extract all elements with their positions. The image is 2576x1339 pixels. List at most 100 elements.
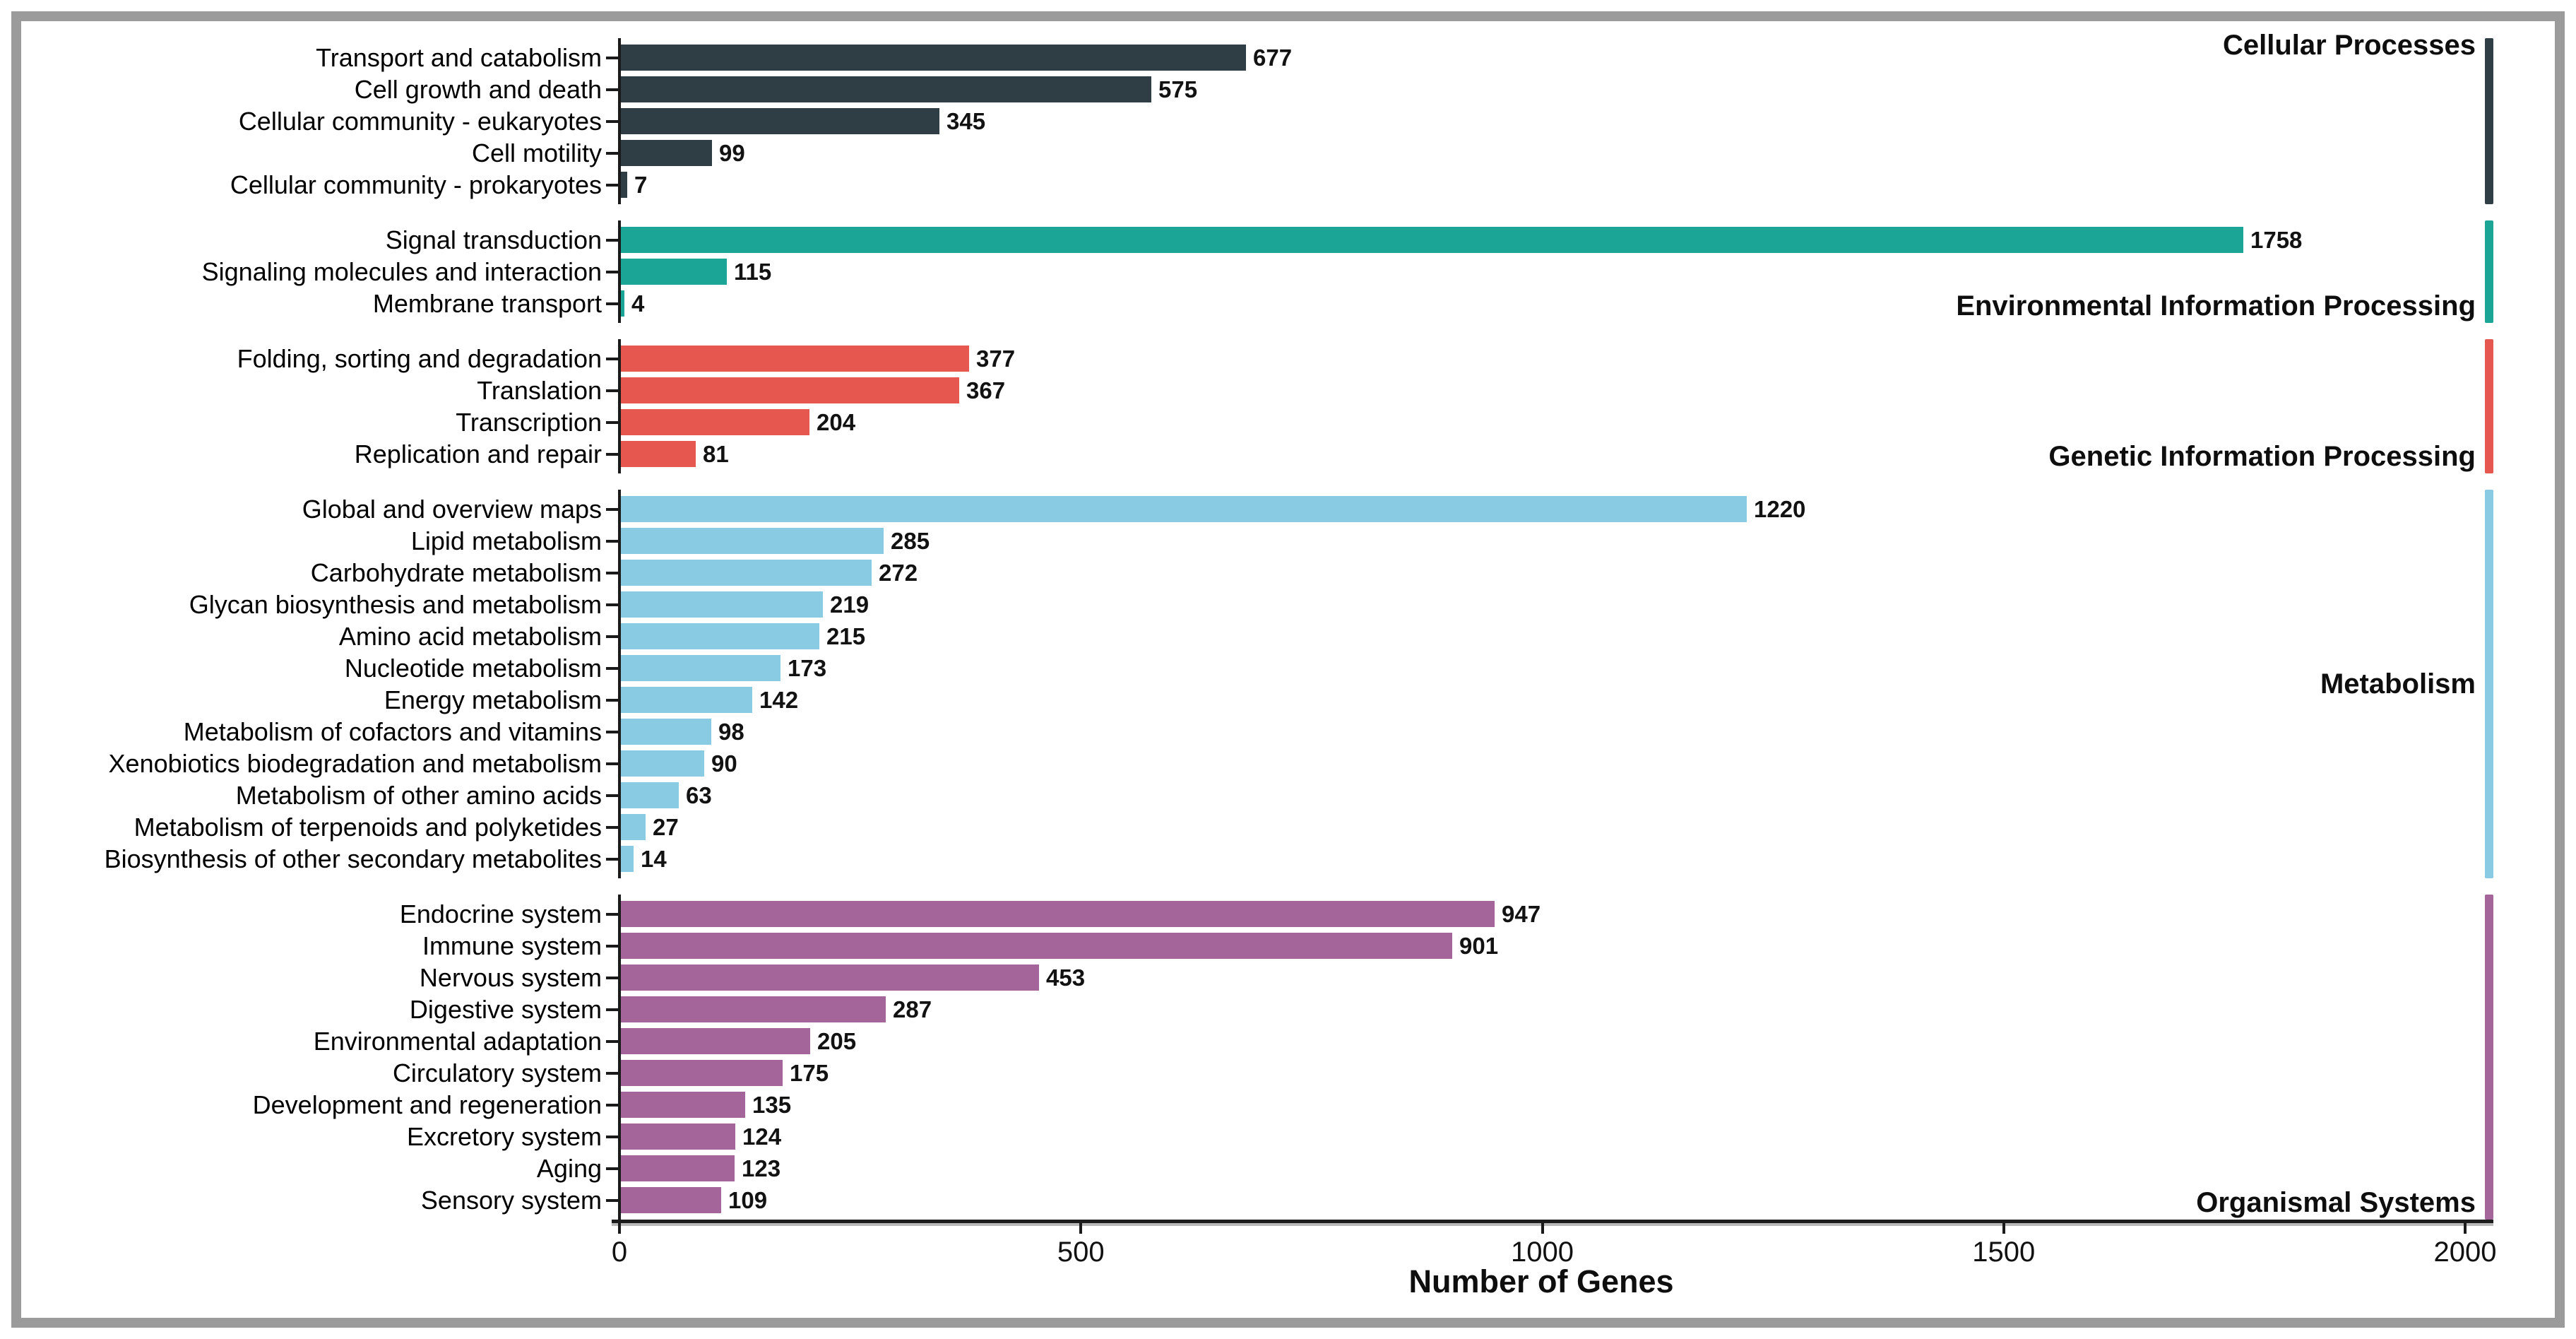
x-axis-tick bbox=[1541, 1223, 1544, 1234]
bar-row: Sensory system 109 bbox=[0, 1184, 2576, 1216]
bar-row: Cellular community - prokaryotes 7 bbox=[0, 169, 2576, 201]
bar bbox=[621, 591, 823, 618]
bar-row: Metabolism of terpenoids and polyketides… bbox=[0, 811, 2576, 843]
row-label: Xenobiotics biodegradation and metabolis… bbox=[108, 748, 602, 778]
category-group: Cellular Processes Transport and cataboli… bbox=[0, 30, 2576, 204]
bar-wrap: 90 bbox=[618, 750, 2576, 777]
row-tick-mark bbox=[602, 1121, 618, 1152]
bar-value-label: 377 bbox=[976, 345, 1016, 372]
row-label: Global and overview maps bbox=[302, 494, 602, 524]
bar-wrap: 63 bbox=[618, 782, 2576, 809]
bar-wrap: 99 bbox=[618, 140, 2576, 167]
bar bbox=[621, 290, 624, 317]
bar-wrap: 287 bbox=[618, 996, 2576, 1023]
bar-wrap: 272 bbox=[618, 560, 2576, 586]
y-axis-line bbox=[618, 38, 621, 204]
group-color-strip bbox=[2485, 220, 2493, 323]
bar-row: Energy metabolism 142 bbox=[0, 684, 2576, 716]
row-tick-mark bbox=[602, 1152, 618, 1184]
bar bbox=[621, 1123, 735, 1150]
row-tick-mark bbox=[602, 898, 618, 930]
bar bbox=[621, 1028, 810, 1054]
bar-value-label: 205 bbox=[817, 1027, 857, 1054]
bar-value-label: 81 bbox=[703, 440, 729, 467]
row-label: Folding, sorting and degradation bbox=[237, 343, 602, 373]
row-label: Lipid metabolism bbox=[410, 526, 602, 555]
bar-row: Metabolism of other amino acids 63 bbox=[0, 779, 2576, 811]
group-rows: Endocrine system 947 Immune system 901 Nervo… bbox=[0, 895, 2576, 1220]
bar-row: Xenobiotics biodegradation and metabolis… bbox=[0, 748, 2576, 779]
row-label: Cell growth and death bbox=[354, 74, 602, 104]
bar-row: Immune system 901 bbox=[0, 930, 2576, 962]
x-axis-tick bbox=[2464, 1223, 2467, 1234]
row-tick-mark bbox=[602, 525, 618, 557]
bar-wrap: 81 bbox=[618, 441, 2576, 468]
bar-row: Global and overview maps 1220 bbox=[0, 493, 2576, 525]
x-axis-tick-label: 500 bbox=[1057, 1237, 1105, 1268]
bar bbox=[621, 45, 1246, 71]
bar-row: Cell growth and death 575 bbox=[0, 73, 2576, 105]
bar-value-label: 14 bbox=[641, 845, 667, 872]
bar-value-label: 7 bbox=[634, 171, 648, 198]
bar-row: Cellular community - eukaryotes 345 bbox=[0, 105, 2576, 137]
bar bbox=[621, 623, 819, 649]
bar-row: Environmental adaptation 205 bbox=[0, 1025, 2576, 1057]
bar-wrap: 215 bbox=[618, 623, 2576, 650]
category-group: Organismal Systems Endocrine system 947 Imm… bbox=[0, 895, 2576, 1220]
bar-value-label: 173 bbox=[788, 654, 827, 681]
row-tick-mark bbox=[602, 1025, 618, 1057]
group-label: Cellular Processes bbox=[2223, 30, 2476, 61]
bar-value-label: 115 bbox=[734, 258, 772, 285]
row-label: Biosynthesis of other secondary metaboli… bbox=[104, 844, 602, 873]
row-label: Excretory system bbox=[406, 1121, 602, 1151]
x-axis-tick bbox=[618, 1223, 621, 1234]
y-axis-line bbox=[618, 220, 621, 323]
bar-value-label: 453 bbox=[1046, 964, 1086, 991]
category-group: Metabolism Global and overview maps 1220 Li… bbox=[0, 490, 2576, 878]
bar bbox=[621, 687, 752, 713]
bar bbox=[621, 782, 679, 808]
row-tick-mark bbox=[602, 993, 618, 1025]
category-group: Genetic Information Processing Folding, s… bbox=[0, 339, 2576, 473]
x-axis-tick bbox=[2002, 1223, 2005, 1234]
row-tick-mark bbox=[602, 374, 618, 406]
bar-wrap: 142 bbox=[618, 687, 2576, 714]
bar bbox=[621, 140, 712, 166]
bar-row: Development and regeneration 135 bbox=[0, 1089, 2576, 1121]
bar-value-label: 219 bbox=[830, 591, 869, 618]
bar-wrap: 98 bbox=[618, 719, 2576, 745]
row-label: Energy metabolism bbox=[384, 685, 602, 714]
bar-wrap: 7 bbox=[618, 172, 2576, 199]
bar bbox=[621, 76, 1151, 102]
row-label: Nervous system bbox=[419, 962, 602, 992]
row-tick-mark bbox=[602, 224, 618, 256]
bar bbox=[621, 441, 696, 467]
x-axis-line bbox=[612, 1220, 2493, 1223]
bar-wrap: 453 bbox=[618, 965, 2576, 991]
x-axis-tick-label: 2000 bbox=[2433, 1237, 2497, 1268]
group-rows: Global and overview maps 1220 Lipid metabo… bbox=[0, 490, 2576, 878]
bar-wrap: 367 bbox=[618, 377, 2576, 404]
group-color-strip bbox=[2485, 895, 2493, 1220]
bar-value-label: 175 bbox=[790, 1059, 829, 1086]
row-label: Transport and catabolism bbox=[316, 42, 602, 72]
row-tick-mark bbox=[602, 1184, 618, 1216]
bar bbox=[621, 846, 634, 872]
bar-value-label: 367 bbox=[966, 377, 1006, 403]
bar-value-label: 63 bbox=[686, 781, 712, 808]
row-label: Carbohydrate metabolism bbox=[310, 558, 602, 587]
bar-row: Aging 123 bbox=[0, 1152, 2576, 1184]
row-label: Signaling molecules and interaction bbox=[201, 256, 602, 286]
bar-value-label: 1758 bbox=[2250, 226, 2303, 253]
row-tick-mark bbox=[602, 748, 618, 779]
bar-value-label: 215 bbox=[826, 623, 866, 649]
row-tick-mark bbox=[602, 343, 618, 374]
bar-row: Replication and repair 81 bbox=[0, 438, 2576, 470]
x-axis-title: Number of Genes bbox=[1408, 1263, 1674, 1299]
y-axis-line bbox=[618, 339, 621, 473]
bar bbox=[621, 1092, 745, 1118]
bar bbox=[621, 750, 704, 777]
bar-wrap: 947 bbox=[618, 901, 2576, 928]
bar bbox=[621, 901, 1495, 927]
group-label: Organismal Systems bbox=[2196, 1187, 2476, 1218]
